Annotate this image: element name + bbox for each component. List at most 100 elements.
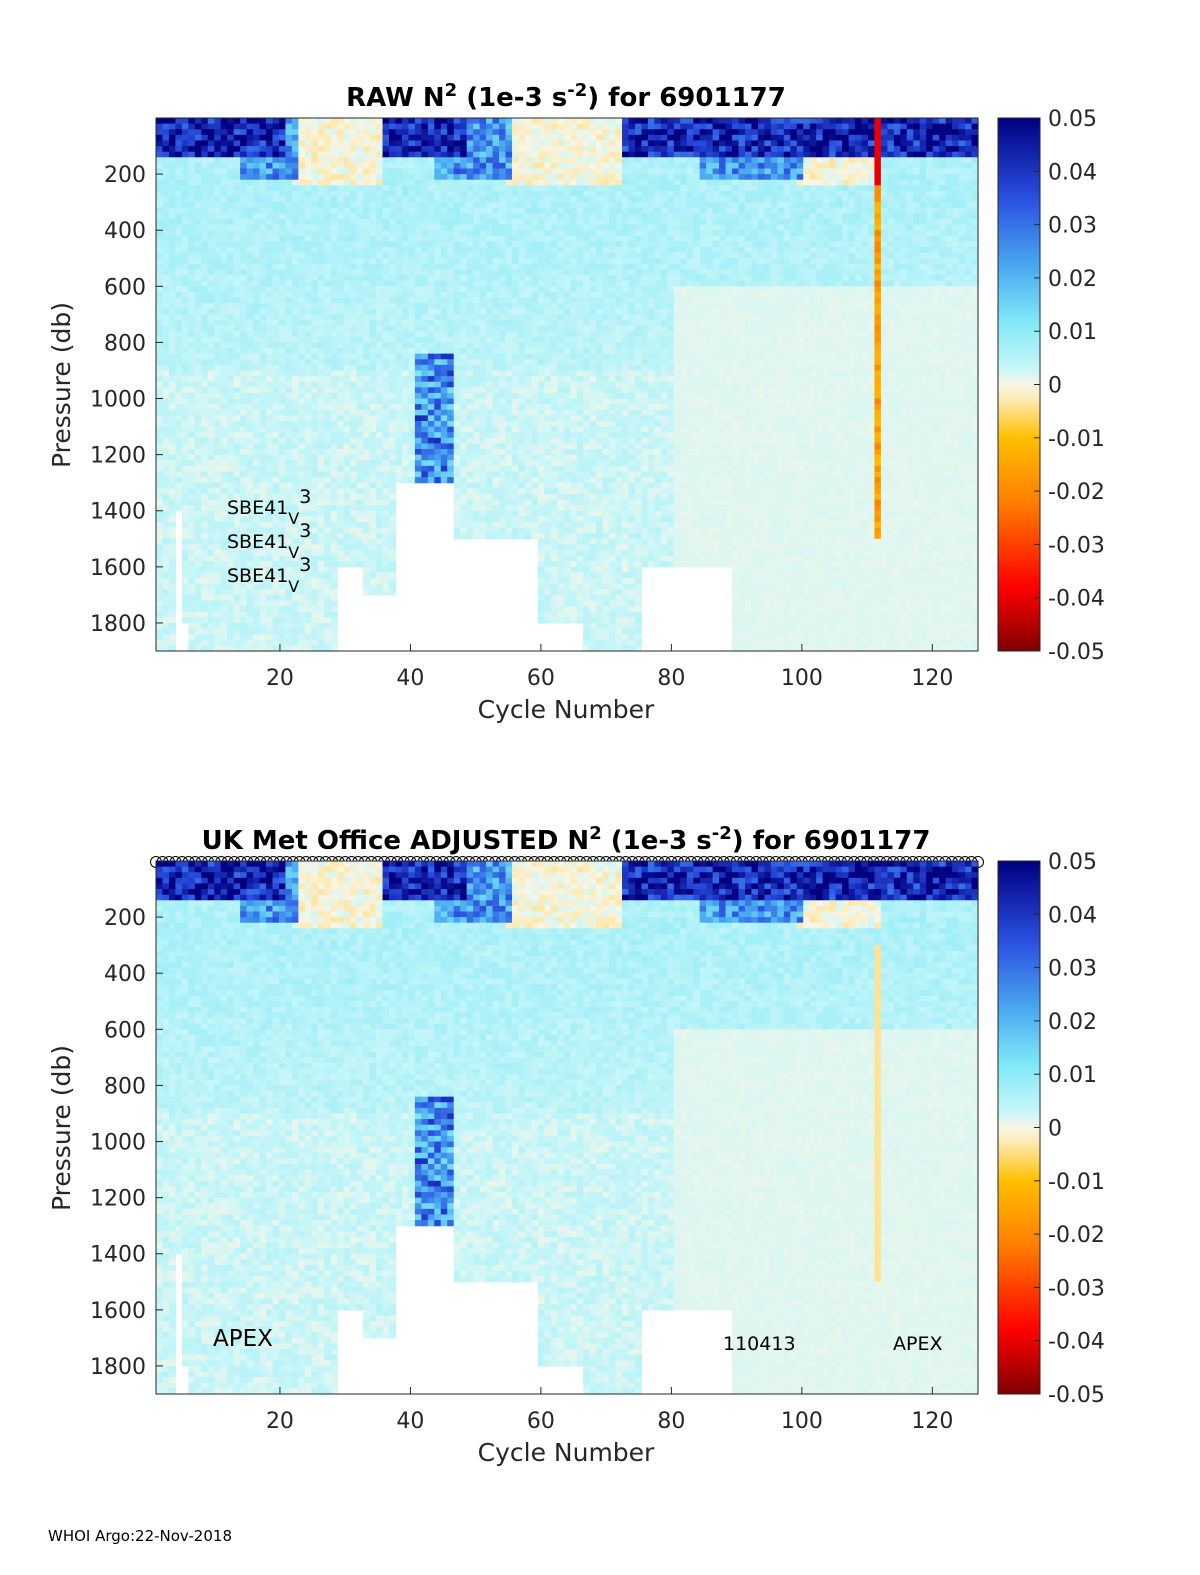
heatmap-cell — [162, 319, 170, 327]
heatmap-cell — [285, 415, 293, 422]
heatmap-cell — [207, 415, 215, 422]
heatmap-cell — [188, 342, 196, 349]
heatmap-cell — [492, 218, 500, 226]
heatmap-cell — [440, 291, 448, 299]
heatmap-cell — [511, 157, 520, 164]
heatmap-cell — [337, 398, 345, 405]
heatmap-cell — [505, 263, 513, 271]
heatmap-cell — [479, 353, 487, 360]
heatmap-cell — [194, 151, 202, 158]
heatmap-cell — [369, 218, 377, 226]
heatmap-cell — [421, 269, 429, 276]
heatmap-cell — [291, 606, 299, 613]
heatmap-cell — [278, 617, 287, 624]
heatmap-cell — [162, 263, 170, 271]
heatmap-cell — [505, 241, 513, 248]
heatmap-cell — [181, 443, 189, 450]
heatmap-cell — [259, 432, 267, 439]
heatmap-cell — [278, 162, 287, 170]
heatmap-cell — [168, 505, 177, 512]
heatmap-cell — [486, 398, 494, 405]
heatmap-cell — [181, 140, 189, 147]
heatmap-cell — [376, 252, 384, 259]
heatmap-cell — [162, 123, 170, 130]
heatmap-cell — [453, 308, 461, 315]
heatmap-cell — [447, 202, 455, 209]
heatmap-cell — [395, 263, 403, 271]
heatmap-cell — [524, 230, 532, 237]
heatmap-cell — [440, 247, 448, 254]
heatmap-cell — [175, 224, 183, 231]
heatmap-cell — [317, 516, 325, 523]
heatmap-cell — [259, 353, 267, 360]
heatmap-cell — [369, 555, 377, 562]
heatmap-cell — [298, 482, 306, 489]
heatmap-cell — [427, 123, 435, 130]
heatmap-cell — [427, 190, 435, 198]
heatmap-cell — [220, 140, 228, 147]
heatmap-cell — [466, 392, 474, 400]
heatmap-cell — [324, 465, 332, 473]
heatmap-cell — [421, 420, 429, 428]
heatmap-cell — [168, 140, 177, 147]
heatmap-cell — [168, 437, 177, 445]
heatmap-cell — [511, 359, 520, 366]
heatmap-cell — [214, 224, 222, 231]
heatmap-cell — [440, 454, 448, 461]
heatmap-cell — [466, 398, 474, 405]
heatmap-cell — [466, 488, 474, 495]
heatmap-cell — [434, 415, 442, 422]
heatmap-cell — [414, 443, 422, 450]
heatmap-cell — [168, 263, 177, 271]
heatmap-cell — [266, 415, 274, 422]
heatmap-cell — [227, 123, 235, 130]
heatmap-cell — [343, 235, 351, 243]
heatmap-cell — [278, 247, 287, 254]
heatmap-cell — [266, 538, 274, 545]
heatmap-cell — [389, 162, 397, 170]
heatmap-cell — [479, 404, 487, 411]
heatmap-cell — [460, 157, 468, 164]
heatmap-cell — [434, 426, 442, 433]
heatmap-cell — [259, 622, 267, 630]
heatmap-cell — [537, 404, 545, 411]
heatmap-cell — [453, 157, 461, 164]
heatmap-cell — [175, 359, 183, 366]
heatmap-cell — [214, 477, 222, 484]
heatmap-cell — [343, 319, 351, 327]
heatmap-cell — [304, 420, 312, 428]
heatmap-cell — [401, 342, 410, 349]
heatmap-cell — [408, 420, 416, 428]
heatmap-cell — [389, 583, 397, 590]
heatmap-cell — [278, 600, 287, 607]
heatmap-cell — [537, 263, 545, 271]
heatmap-cell — [227, 146, 235, 153]
heatmap-cell — [401, 157, 410, 164]
heatmap-cell — [350, 213, 358, 220]
heatmap-cell — [376, 218, 384, 226]
heatmap-cell — [266, 207, 274, 214]
heatmap-cell — [330, 477, 338, 484]
heatmap-cell — [253, 550, 261, 557]
heatmap-cell — [266, 185, 274, 192]
heatmap-cell — [156, 471, 164, 478]
heatmap-cell — [298, 443, 306, 450]
heatmap-cell — [427, 151, 435, 158]
heatmap-cell — [194, 645, 202, 652]
heatmap-cell — [201, 207, 209, 214]
heatmap-cell — [324, 606, 332, 613]
heatmap-cell — [479, 207, 487, 214]
heatmap-cell — [311, 420, 319, 428]
heatmap-cell — [531, 381, 539, 388]
heatmap-cell — [537, 353, 545, 360]
heatmap-cell — [511, 449, 520, 456]
heatmap-cell — [369, 179, 377, 186]
heatmap-cell — [479, 521, 487, 529]
heatmap-cell — [473, 207, 481, 214]
heatmap-cell — [486, 224, 494, 231]
heatmap-cell — [447, 263, 455, 271]
heatmap-cell — [350, 364, 358, 372]
heatmap-cell — [156, 123, 164, 130]
heatmap-cell — [266, 617, 274, 624]
heatmap-cell — [414, 291, 422, 299]
